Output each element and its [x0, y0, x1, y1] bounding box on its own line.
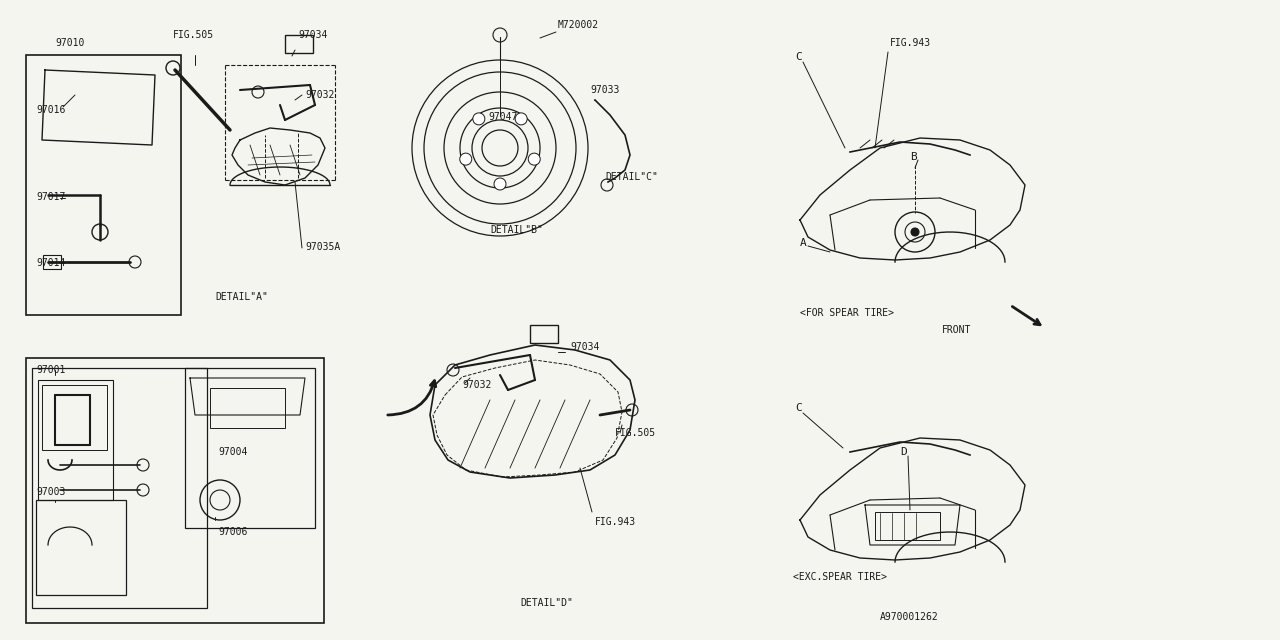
Text: 97010: 97010	[55, 38, 84, 48]
Text: FRONT: FRONT	[942, 325, 972, 335]
Text: B: B	[910, 152, 916, 162]
Bar	[186, 368, 315, 528]
Text: 97006: 97006	[218, 527, 247, 537]
Bar	[210, 388, 285, 428]
Text: DETAIL"A": DETAIL"A"	[215, 292, 268, 302]
Bar	[26, 55, 180, 315]
Bar	[38, 380, 113, 500]
Text: FIG.943: FIG.943	[595, 517, 636, 527]
Text: A: A	[800, 238, 806, 248]
Text: 97034: 97034	[570, 342, 599, 352]
Bar	[36, 500, 125, 595]
Bar	[42, 385, 108, 450]
Text: 97035A: 97035A	[305, 242, 340, 252]
Text: 97032: 97032	[462, 380, 492, 390]
Text: C: C	[795, 52, 801, 62]
Text: 97004: 97004	[218, 447, 247, 457]
Text: 97032: 97032	[305, 90, 334, 100]
Bar	[26, 358, 324, 623]
Circle shape	[529, 153, 540, 165]
Text: 97001: 97001	[36, 365, 65, 375]
Text: 97017: 97017	[36, 192, 65, 202]
Text: A970001262: A970001262	[881, 612, 938, 622]
Bar	[32, 368, 207, 608]
Text: D: D	[900, 447, 906, 457]
Text: FIG.943: FIG.943	[890, 38, 931, 48]
Text: 97047: 97047	[488, 112, 517, 122]
Text: 97014: 97014	[36, 258, 65, 268]
Circle shape	[472, 113, 485, 125]
Text: 97033: 97033	[590, 85, 620, 95]
Circle shape	[911, 228, 919, 236]
Text: 97016: 97016	[36, 105, 65, 115]
Text: DETAIL"D": DETAIL"D"	[520, 598, 573, 608]
Text: 97034: 97034	[298, 30, 328, 40]
Bar	[285, 35, 314, 53]
Text: FIG.505: FIG.505	[614, 428, 657, 438]
Text: C: C	[795, 403, 801, 413]
Circle shape	[515, 113, 527, 125]
Text: <FOR SPEAR TIRE>: <FOR SPEAR TIRE>	[800, 308, 893, 318]
Text: DETAIL"C": DETAIL"C"	[605, 172, 658, 182]
Circle shape	[460, 153, 472, 165]
Bar	[530, 325, 558, 343]
Text: FIG.505: FIG.505	[173, 30, 214, 40]
Text: 97003: 97003	[36, 487, 65, 497]
Bar	[44, 255, 61, 269]
Text: <EXC.SPEAR TIRE>: <EXC.SPEAR TIRE>	[794, 572, 887, 582]
Bar	[876, 512, 940, 540]
Circle shape	[494, 178, 506, 190]
Text: M720002: M720002	[558, 20, 599, 30]
Text: DETAIL"B": DETAIL"B"	[490, 225, 543, 235]
